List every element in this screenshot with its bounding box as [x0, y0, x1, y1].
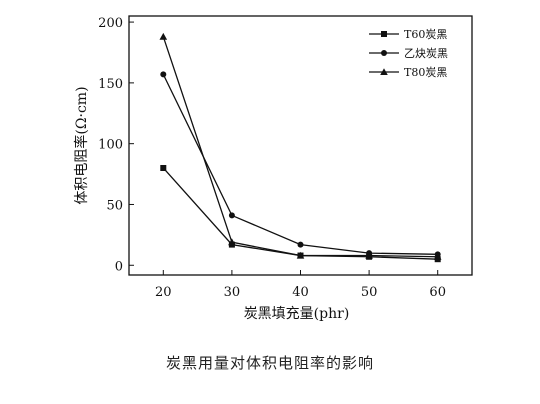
x-tick-label: 50	[361, 285, 378, 300]
figure-caption: 炭黑用量对体积电阻率的影响	[165, 354, 374, 372]
legend-label: T60炭黑	[404, 28, 447, 41]
legend-marker	[381, 50, 387, 56]
data-point	[228, 212, 235, 219]
legend-label: 乙炔炭黑	[404, 47, 448, 60]
data-point	[296, 251, 305, 259]
data-point	[159, 32, 168, 40]
y-tick-label: 150	[98, 77, 123, 92]
y-tick-label: 0	[115, 259, 123, 274]
x-axis-title: 炭黑填充量(phr)	[244, 306, 350, 322]
data-point	[160, 71, 167, 78]
data-point	[228, 238, 236, 246]
y-tick-label: 200	[98, 16, 123, 31]
legend-label: T80炭黑	[404, 66, 447, 79]
legend-marker	[381, 31, 387, 37]
data-point	[433, 252, 442, 260]
series-line	[162, 74, 438, 255]
series-line	[162, 36, 438, 258]
legend-marker	[380, 68, 388, 76]
x-tick-label: 40	[292, 285, 309, 300]
y-axis-title: 体积电阻率(Ω·cm)	[73, 86, 90, 204]
x-tick-label: 30	[224, 285, 241, 300]
y-tick-label: 50	[106, 198, 123, 213]
data-point	[160, 164, 167, 171]
y-tick-label: 100	[98, 138, 123, 153]
x-tick-label: 20	[155, 285, 172, 300]
data-point	[297, 241, 304, 248]
data-point	[365, 251, 373, 259]
x-tick-label: 60	[429, 285, 446, 300]
